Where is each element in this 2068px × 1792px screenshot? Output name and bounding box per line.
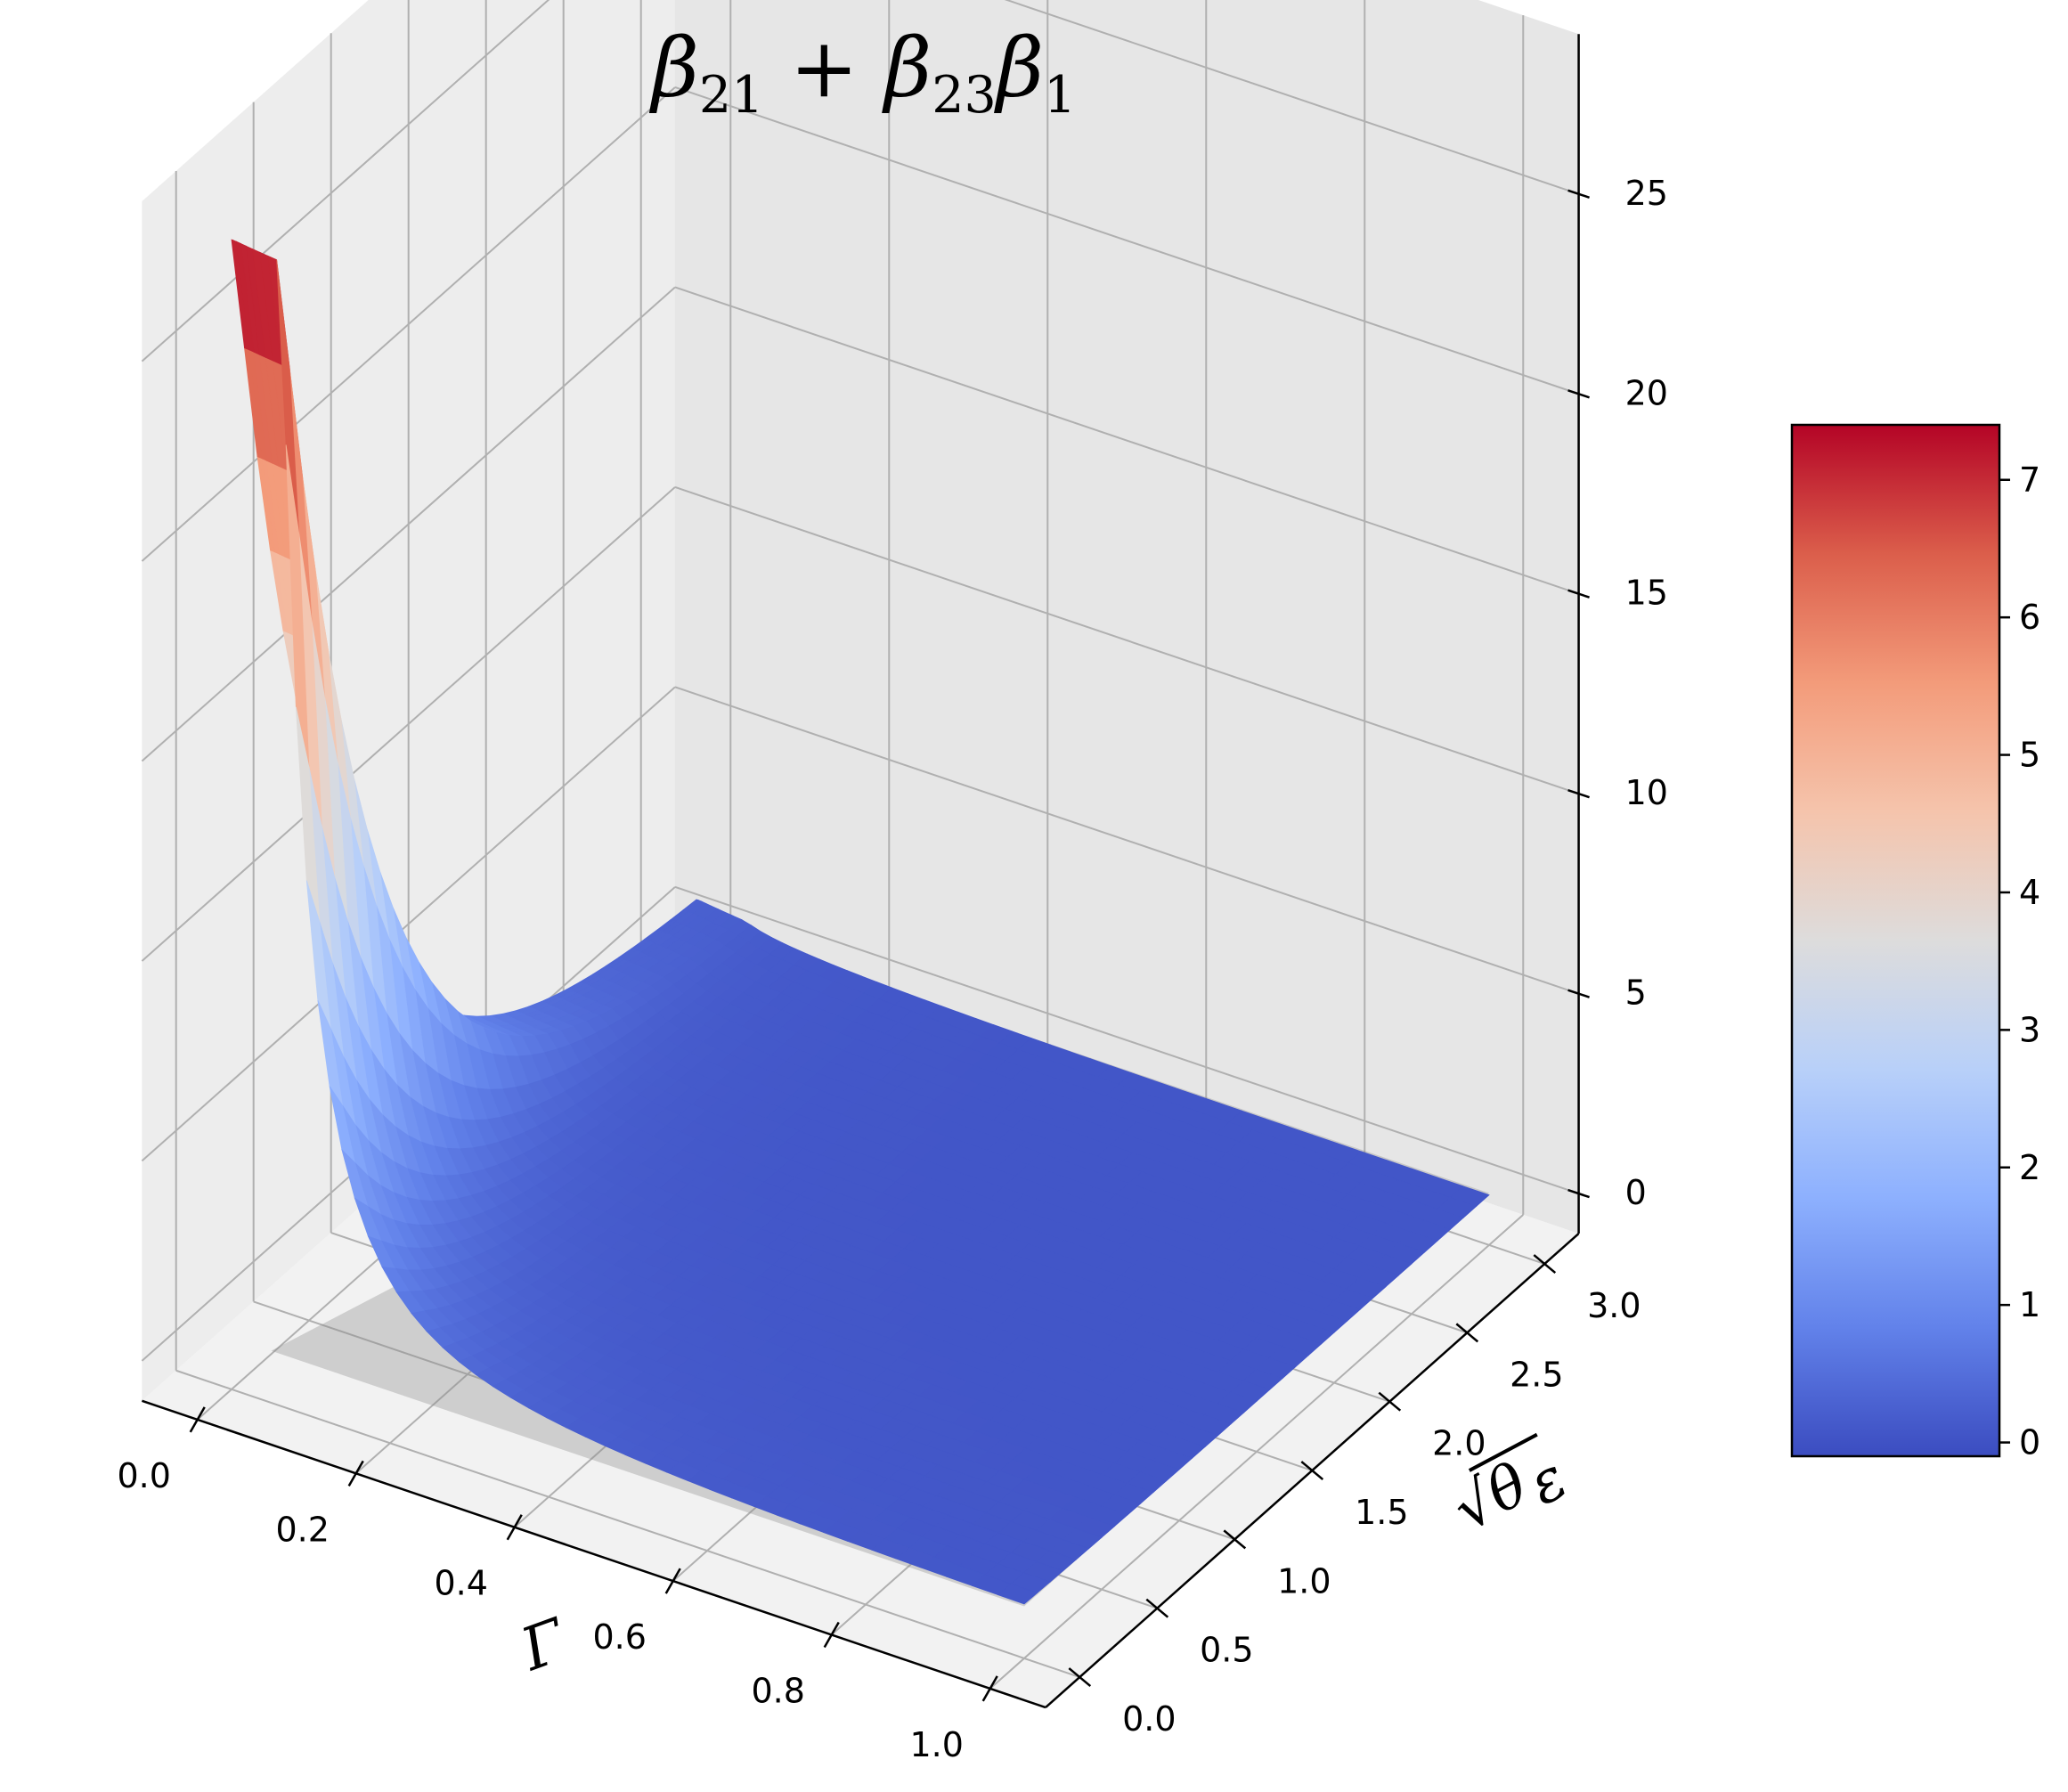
surface-facet [997,1583,1038,1605]
y-axis-tick-label: 3.0 [1587,1286,1641,1325]
colorbar-tick-label: 1 [2019,1285,2040,1324]
z-axis-tick-label: 25 [1625,174,1668,213]
x-axis-tick-label: 0.2 [276,1510,330,1549]
x-axis-tick-label: 0.8 [752,1672,805,1711]
y-axis-tick-label: 2.5 [1510,1355,1563,1394]
z-axis-tick [1567,989,1590,998]
grid-line-z-back [674,686,1579,995]
y-axis-tick-label: 1.0 [1277,1561,1331,1601]
y-axis-tick-label: 0.0 [1122,1699,1176,1739]
grid-line-z-back [674,86,1579,395]
x-axis-tick [506,1514,523,1541]
x-axis-tick-label: 1.0 [910,1725,964,1764]
y-axis-tick [1378,1391,1402,1412]
x-axis-tick [189,1406,206,1433]
grid-line-z-left [141,286,676,762]
x-axis-label: Γ [511,1605,576,1684]
grid-line-z-back [674,885,1579,1195]
x-axis-tick [347,1460,364,1487]
z-axis-tick [1567,389,1590,399]
y-axis-tick [1533,1254,1557,1274]
z-axis-tick-label: 20 [1625,373,1668,412]
grid-line-z-left [141,686,676,1162]
z-axis-tick [1567,189,1590,199]
z-axis-tick [1567,788,1590,799]
grid-line-z-back [1004,0,1579,195]
z-axis-tick-label: 10 [1625,773,1668,812]
colorbar-ticks: 0 1 2 3 4 5 6 7 [1999,460,2040,1462]
grid-line-y-floor [175,1369,1080,1678]
colorbar-tick-label: 4 [2019,873,2040,912]
chart-title: β21 + β23β1 [649,20,1077,125]
y-axis-tick [1145,1598,1169,1618]
y-axis-tick [1068,1667,1092,1687]
grid-line-z-left [141,486,676,962]
colorbar-tick-label: 3 [2019,1010,2040,1049]
x-axis-tick-label: 0.0 [118,1456,171,1495]
z-axis-tick-label: 0 [1625,1173,1647,1212]
x-axis-tick [981,1675,998,1702]
axes-lines [142,34,1590,1709]
x-axis-tick-label: 0.4 [435,1564,488,1603]
back-pane [674,0,1579,1234]
y-axis-tick [1223,1529,1247,1550]
x-axis-tick [823,1621,840,1649]
z-axis-tick [1567,589,1590,599]
x-axis-line [142,1399,1046,1709]
surface-mesh [231,239,1490,1607]
y-axis-tick-label: 2.0 [1432,1424,1486,1463]
colorbar-tick-label: 2 [2019,1148,2040,1187]
colorbar-tick-label: 7 [2019,460,2040,500]
y-axis-tick [1300,1461,1324,1480]
tick-labels: 0.0 0.2 0.4 0.6 0.8 1.0 0.0 0.5 1.0 1.5 2.0 2.5 3.0 0… [118,174,1668,1764]
grid-line-z-back [674,286,1579,595]
x-axis-tick-label: 0.6 [593,1617,647,1657]
grid-line-z-left [141,86,676,562]
colorbar-tick-label: 6 [2019,598,2040,637]
colorbar: 0 1 2 3 4 5 6 7 [1790,423,2040,1462]
colorbar-gradient-bar [1790,423,2001,1458]
y-axis-tick-label: 1.5 [1355,1493,1408,1532]
grid-line-z-left [141,0,550,362]
colorbar-tick-label: 5 [2019,736,2040,775]
colorbar-tick-label: 0 [2019,1423,2040,1462]
x-axis-tick [664,1568,681,1594]
z-axis-tick-label: 5 [1625,973,1647,1013]
y-axis-tick [1455,1323,1479,1343]
z-axis-tick-label: 15 [1625,574,1668,613]
y-axis-tick-label: 0.5 [1200,1631,1253,1670]
z-axis-tick [1567,1188,1590,1199]
grid-line-z-back [674,485,1579,795]
